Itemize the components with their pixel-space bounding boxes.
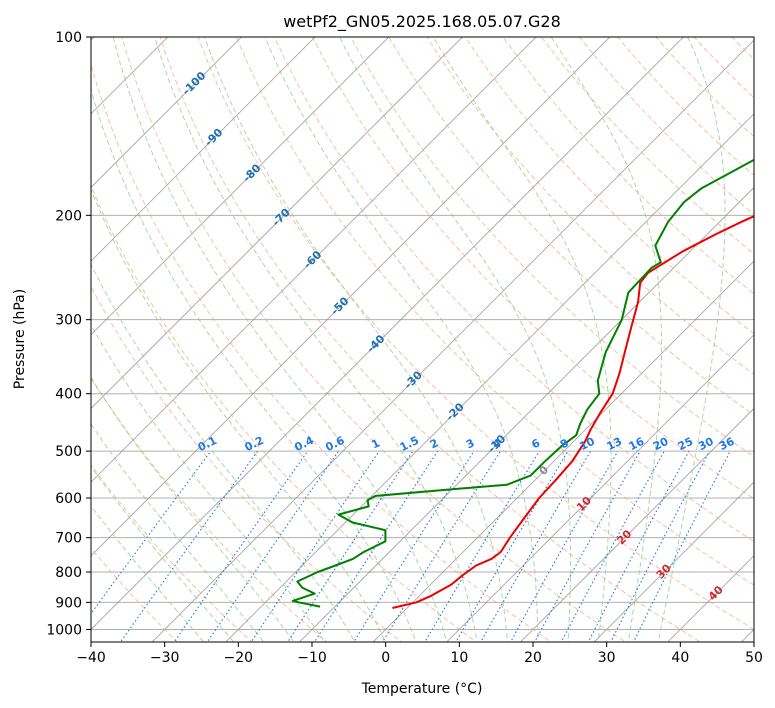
- dry-adiabat-line: [159, 37, 702, 642]
- dewpoint-profile-line: [291, 158, 754, 608]
- dry-adiabat-line: [312, 37, 754, 500]
- y-tick-label: 1000: [46, 622, 82, 638]
- isotherm-line: [91, 37, 390, 336]
- moist-adiabat-line: [432, 37, 612, 642]
- plot-frame: [90, 36, 755, 643]
- dry-adiabat-line: [91, 463, 253, 642]
- moist-adiabat-line: [91, 262, 356, 642]
- x-tick-label: −40: [76, 650, 106, 666]
- mixing-ratio-line: [206, 450, 339, 642]
- moist-adiabat-line: [91, 376, 295, 642]
- x-tick-label: −20: [224, 650, 254, 666]
- isotherm-line: [91, 37, 464, 410]
- moist-adiabat-line: [91, 188, 386, 642]
- mixing-ratio-line: [560, 450, 665, 642]
- x-tick-label: −10: [297, 650, 327, 666]
- dry-adiabat-line: [388, 37, 754, 416]
- dry-adiabat-line: [770, 37, 775, 654]
- moist-adiabat-line: [204, 37, 509, 642]
- mixing-ratio-line: [119, 450, 259, 642]
- moist-adiabat-line: [91, 323, 325, 642]
- moist-adiabat-line: [91, 423, 265, 642]
- x-tick-label: 20: [524, 650, 542, 666]
- chart-title: wetPf2_GN05.2025.168.05.07.G28: [283, 12, 561, 32]
- isotherm-line: [91, 37, 316, 262]
- mixing-ratio-line: [534, 450, 641, 642]
- y-tick-label: 500: [55, 444, 82, 460]
- y-tick-label: 200: [55, 208, 82, 224]
- dry-adiabat-line: [197, 37, 754, 630]
- x-tick-label: 0: [381, 650, 390, 666]
- mixing-ratio-label: 13: [605, 435, 624, 453]
- mixing-ratio-label: 30: [696, 435, 716, 454]
- moist-adiabat-line: [91, 465, 235, 642]
- isotherm-line: [446, 334, 754, 642]
- sounding-series: [291, 158, 754, 609]
- isotherm-line: [298, 186, 754, 642]
- x-tick-label: 50: [745, 650, 763, 666]
- y-tick-label: 600: [55, 491, 82, 507]
- x-tick-label: 10: [450, 650, 468, 666]
- y-axis-title: Pressure (hPa): [12, 289, 28, 389]
- mixing-ratio-label: 36: [717, 435, 737, 454]
- moist-adiabat-line: [339, 37, 572, 642]
- y-tick-label: 700: [55, 531, 82, 547]
- mixing-ratio-line: [381, 450, 501, 642]
- moist-adiabat-line: [657, 37, 726, 642]
- dry-adiabat-line: [426, 37, 754, 375]
- mixing-ratio-line: [587, 450, 690, 642]
- x-tick-label: −30: [150, 650, 180, 666]
- moist-adiabat-line: [264, 37, 539, 642]
- y-tick-label: 800: [55, 565, 82, 581]
- y-tick-label: 100: [55, 30, 82, 46]
- axes: −40 −30 −20 −10 0 10 20 30 40 50 100 200 300 400 500 60…: [46, 30, 763, 666]
- isotherm-line: [519, 407, 754, 642]
- moist-adiabat-line: [154, 37, 478, 642]
- x-axis-title: Temperature (°C): [361, 681, 483, 697]
- mixing-ratio-line: [250, 450, 380, 642]
- dry-adiabat-line: [91, 377, 328, 642]
- isotherm-line: [593, 481, 754, 642]
- mixing-ratio-line: [287, 450, 414, 642]
- isotherm-line: [91, 37, 611, 557]
- isotherm-line: [91, 37, 243, 189]
- x-tick-label: 40: [671, 650, 689, 666]
- y-tick-label: 300: [55, 313, 82, 329]
- moist-adiabat-line: [550, 37, 663, 642]
- mixing-ratio-line: [313, 450, 439, 642]
- mixing-ratio-label: 16: [627, 435, 647, 454]
- dry-adiabat-line: [91, 184, 477, 642]
- dry-adiabat-line: [121, 37, 627, 642]
- moist-adiabat-line: [91, 88, 417, 642]
- mixing-ratio-line: [353, 450, 475, 642]
- mixing-ratio-line: [91, 450, 212, 615]
- dry-adiabat-line: [91, 547, 179, 642]
- y-tick-label: 400: [55, 387, 82, 403]
- dry-adiabat-line: [235, 37, 754, 586]
- mixing-ratio-line: [424, 450, 540, 642]
- mixing-ratio-line: [480, 450, 592, 642]
- y-tick-label: 900: [55, 595, 82, 611]
- isotherm-line: [372, 260, 754, 642]
- x-tick-label: 30: [598, 650, 616, 666]
- mixing-ratio-label: 25: [676, 435, 695, 453]
- mixing-ratio-label: 10: [577, 435, 597, 454]
- isotherm-line: [91, 37, 537, 483]
- isotherm-line: [91, 37, 685, 631]
- mixing-ratio-label: 20: [651, 435, 671, 454]
- temperature-profile-line: [392, 215, 754, 609]
- dry-adiabat-line: [91, 285, 403, 642]
- moist-adiabat-line: [112, 37, 448, 642]
